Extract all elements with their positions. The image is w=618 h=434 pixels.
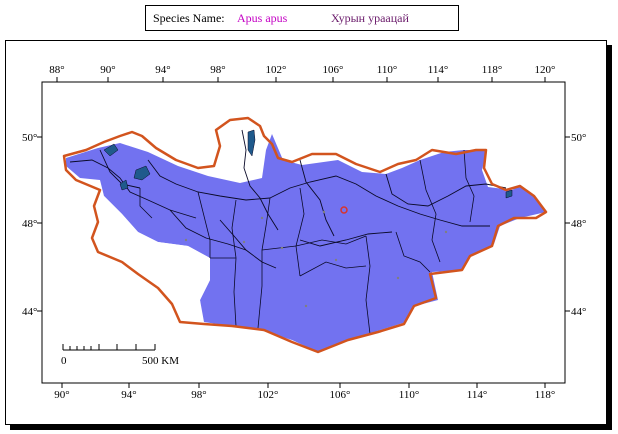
left-lat-label: 44°	[22, 306, 37, 318]
bottom-lon-label: 94°	[121, 389, 136, 401]
right-latitude-labels: 50° 48° 44°	[571, 132, 586, 318]
lakes	[103, 129, 513, 199]
top-lon-label: 120°	[535, 64, 556, 76]
bottom-lon-label: 118°	[535, 389, 556, 401]
right-lat-label: 44°	[571, 306, 586, 318]
scale-end-label: 500 KM	[142, 355, 179, 367]
bottom-lon-label: 90°	[54, 389, 69, 401]
bottom-lon-label: 114°	[467, 389, 488, 401]
top-lon-label: 94°	[155, 64, 170, 76]
top-lon-label: 106°	[323, 64, 344, 76]
bottom-longitude-ticks	[61, 383, 546, 388]
scale-bar: 0 500 KM	[61, 344, 179, 367]
capital-marker	[340, 206, 348, 214]
bottom-lon-label: 102°	[258, 389, 279, 401]
top-lon-label: 114°	[428, 64, 449, 76]
province-boundaries	[139, 149, 475, 335]
sample-points	[184, 210, 448, 308]
national-border	[62, 116, 548, 354]
bottom-lon-label: 110°	[399, 389, 420, 401]
left-lat-label: 50°	[22, 132, 37, 144]
species-name-label: Species Name:	[153, 11, 225, 25]
top-lon-label: 102°	[266, 64, 287, 76]
bottom-longitude-labels: 90° 94° 98° 102° 106° 110° 114° 118°	[54, 389, 555, 401]
species-latin-name: Apus apus	[237, 11, 288, 25]
right-lat-label: 50°	[571, 132, 586, 144]
unoccupied-region	[92, 196, 210, 322]
left-latitude-labels: 50° 48° 44°	[22, 132, 37, 318]
species-local-name: Хурын ураацай	[331, 11, 409, 25]
top-longitude-ticks	[56, 77, 546, 82]
top-longitude-labels: 88° 90° 94° 98° 102° 106° 110° 114° 118°…	[49, 64, 555, 76]
left-lat-label: 48°	[22, 218, 37, 230]
bottom-lon-label: 106°	[330, 389, 351, 401]
top-lon-label: 88°	[49, 64, 64, 76]
scale-start-label: 0	[61, 355, 67, 367]
species-name-box: Species Name: Apus apus Хурын ураацай	[145, 5, 459, 31]
right-lat-label: 48°	[571, 218, 586, 230]
top-lon-label: 110°	[377, 64, 398, 76]
bottom-lon-label: 98°	[191, 389, 206, 401]
top-lon-label: 98°	[210, 64, 225, 76]
latitude-ticks	[37, 136, 570, 312]
top-lon-label: 90°	[100, 64, 115, 76]
top-lon-label: 118°	[482, 64, 503, 76]
